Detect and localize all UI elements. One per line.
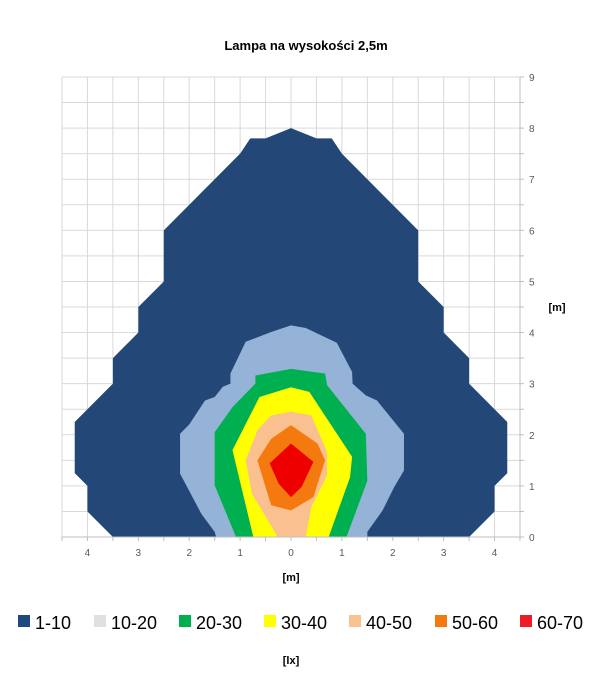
y-axis-label: [m]: [548, 302, 565, 314]
contour-band-60-70: [269, 443, 314, 498]
x-axis-label: [m]: [282, 572, 299, 584]
legend-swatch: [435, 615, 447, 627]
legend-label: 60-70: [537, 613, 583, 633]
legend: 1-10 10-20 20-30 30-40 40-50 50-60 60-70: [18, 613, 583, 633]
legend-item: 50-60: [435, 613, 498, 633]
legend-label: 20-30: [196, 613, 242, 633]
y-tick-label: 0: [529, 533, 535, 544]
x-tick-label: 3: [441, 548, 447, 559]
x-tick-label: 2: [390, 548, 396, 559]
y-tick-label: 7: [529, 175, 535, 186]
axes: 4 3 2 1 0 1 2 3 4 0 1 2 3 4 5 6 7 8 9: [61, 73, 535, 559]
legend-item: 10-20: [94, 613, 157, 633]
y-tick-label: 3: [529, 380, 535, 391]
legend-item: 1-10: [18, 613, 71, 633]
legend-swatch: [264, 615, 276, 627]
legend-label: 30-40: [281, 613, 327, 633]
y-tick-label: 2: [529, 431, 535, 442]
legend-label: 1-10: [35, 613, 71, 633]
chart-title: Lampa na wysokości 2,5m: [224, 38, 387, 53]
y-tick-label: 4: [529, 329, 535, 340]
x-tick-label: 1: [237, 548, 243, 559]
y-tick-label: 1: [529, 482, 535, 493]
legend-swatch: [520, 615, 532, 627]
legend-item: 60-70: [520, 613, 583, 633]
legend-title: [lx]: [283, 655, 300, 667]
y-tick-label: 5: [529, 277, 535, 288]
contour-bands: [74, 128, 508, 537]
y-tick-label: 9: [529, 73, 535, 84]
legend-label: 10-20: [111, 613, 157, 633]
x-tick-label: 0: [288, 548, 294, 559]
legend-swatch: [179, 615, 191, 627]
legend-swatch: [94, 615, 106, 627]
x-tick-label: 4: [492, 548, 498, 559]
legend-label: 40-50: [366, 613, 412, 633]
legend-label: 50-60: [452, 613, 498, 633]
x-tick-label: 1: [339, 548, 345, 559]
legend-item: 20-30: [179, 613, 242, 633]
x-tick-label: 2: [186, 548, 192, 559]
x-tick-label: 3: [136, 548, 142, 559]
legend-item: 40-50: [349, 613, 412, 633]
y-tick-label: 8: [529, 124, 535, 135]
y-tick-label: 6: [529, 226, 535, 237]
legend-item: 30-40: [264, 613, 327, 633]
legend-swatch: [349, 615, 361, 627]
x-tick-label: 4: [85, 548, 91, 559]
legend-swatch: [18, 615, 30, 627]
